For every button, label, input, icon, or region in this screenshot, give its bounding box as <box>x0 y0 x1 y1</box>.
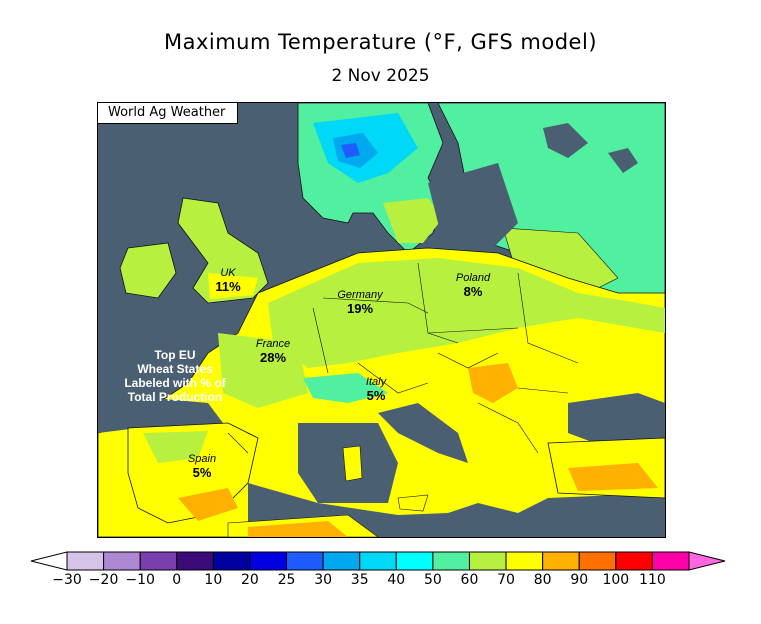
region-label-spain: Spain 5% <box>182 453 222 480</box>
map-title: Maximum Temperature (°F, GFS model) <box>163 30 598 54</box>
legend-tick: 10 <box>204 572 223 588</box>
note-line: Labeled with % of <box>124 376 226 390</box>
legend-box <box>286 551 324 571</box>
wheat-note: Top EU Wheat States Labeled with % of To… <box>110 348 240 404</box>
legend-box <box>615 551 653 571</box>
legend-box <box>542 551 580 571</box>
legend-box <box>249 551 288 571</box>
legend-tick: 110 <box>639 572 666 588</box>
legend-tick: 100 <box>602 572 630 588</box>
region-label-poland: Poland 8% <box>448 272 498 299</box>
legend-box <box>66 551 105 571</box>
balkans-orange <box>468 363 518 403</box>
temperature-map: World Ag Weather UK 11% Germany 19% Pola… <box>97 102 666 538</box>
map-date: 2 Nov 2025 <box>331 66 430 86</box>
region-label-germany: Germany 19% <box>330 289 390 316</box>
legend-box <box>103 551 141 571</box>
legend-box <box>359 551 397 571</box>
sardinia <box>342 445 363 482</box>
sweden-south <box>383 198 443 243</box>
legend-tick: 30 <box>314 572 333 588</box>
bay-of-biscay <box>98 393 223 433</box>
ireland <box>119 242 177 299</box>
legend-tick: 90 <box>570 572 589 588</box>
legend-tick: 0 <box>172 572 182 588</box>
legend-tick: 80 <box>533 572 552 588</box>
legend-tick: 25 <box>277 572 296 588</box>
legend-under-arrow <box>30 551 68 571</box>
alps <box>303 373 388 403</box>
legend-tick: 40 <box>387 572 406 588</box>
black-sea <box>568 393 665 448</box>
france-green <box>218 333 308 408</box>
region-pct: 28% <box>259 350 287 365</box>
legend-box <box>212 551 251 571</box>
legend-tick: −10 <box>125 572 155 588</box>
legend-tick: 20 <box>241 572 259 588</box>
legend-boxes <box>66 551 690 571</box>
legend-tick: 35 <box>350 572 369 588</box>
note-line: Wheat States <box>137 362 213 376</box>
legend-tick: −20 <box>88 572 119 588</box>
central-green <box>268 258 665 368</box>
norway-core-blue <box>341 143 360 158</box>
legend-tick: 70 <box>497 572 515 588</box>
turkey-orange <box>568 463 658 491</box>
legend-box <box>139 551 178 571</box>
sicily <box>397 494 429 512</box>
legend-box <box>432 551 470 571</box>
note-line: Top EU <box>154 348 196 362</box>
lake <box>543 123 588 158</box>
lake2 <box>608 148 638 173</box>
region-label-uk: UK 11% <box>208 267 248 294</box>
iberia-orange <box>178 488 238 521</box>
legend-box <box>505 551 544 571</box>
legend-tick: 60 <box>460 572 479 588</box>
region-label-france: France 28% <box>248 338 298 365</box>
britain-warm <box>208 273 258 299</box>
region-name: Spain <box>187 453 217 465</box>
legend-box <box>651 551 690 571</box>
legend-tick: −30 <box>52 572 82 588</box>
region-pct: 11% <box>215 279 241 294</box>
region-name: Poland <box>455 272 491 284</box>
legend-box <box>578 551 617 571</box>
legend-box <box>322 551 361 571</box>
baltic-sea <box>428 163 518 253</box>
region-name: Germany <box>337 289 383 301</box>
region-pct: 5% <box>366 388 386 403</box>
north-africa-orange <box>248 521 348 537</box>
legend-over-arrow <box>688 551 726 571</box>
region-pct: 19% <box>346 301 374 316</box>
legend-tick: 50 <box>423 572 442 588</box>
adriatic <box>378 403 468 463</box>
map-canvas <box>98 103 665 537</box>
borders <box>227 262 579 454</box>
region-pct: 5% <box>192 465 212 480</box>
color-legend <box>30 551 726 571</box>
iberia-green <box>143 431 208 463</box>
legend-box <box>395 551 434 571</box>
region-pct: 8% <box>463 284 483 299</box>
region-name: Italy <box>365 376 387 388</box>
region-name: France <box>255 338 291 350</box>
legend-box <box>176 551 214 571</box>
legend-box <box>468 551 507 571</box>
region-name: UK <box>220 267 236 279</box>
region-label-italy: Italy 5% <box>356 376 396 403</box>
credit-label: World Ag Weather <box>98 103 239 124</box>
note-line: Total Production <box>127 390 223 404</box>
